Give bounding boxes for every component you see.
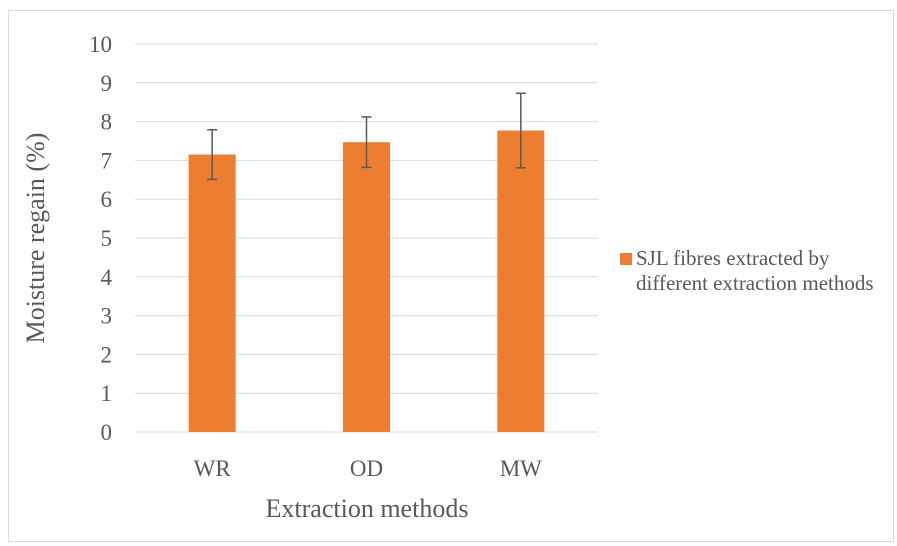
bars [188,130,545,433]
bar-od [343,142,390,432]
y-axis-title: Moisture regain (%) [21,133,50,344]
error-bar-wr [207,128,218,181]
y-tick-label: 2 [101,342,113,367]
y-tick-label: 9 [101,71,113,96]
y-tick-label: 6 [101,187,113,212]
error-bars [207,92,526,181]
legend-label: SJL fibres extracted by different extrac… [636,246,874,295]
error-bar-mw [515,92,526,169]
x-tick-label: MW [500,456,542,481]
y-tick-label: 1 [101,381,113,406]
legend-swatch [620,253,632,265]
x-tick-label: WR [194,456,232,481]
y-tick-label: 10 [89,32,112,57]
y-tick-label: 0 [101,420,113,445]
error-bar-od [361,116,372,169]
x-tick-label: OD [350,456,383,481]
y-tick-label: 7 [101,148,113,173]
legend: SJL fibres extracted by different extrac… [620,246,895,296]
y-tick-label: 4 [101,265,113,290]
x-tick-labels: WR OD MW [194,456,543,481]
bar-mw [497,130,545,433]
y-tick-label: 5 [101,226,113,251]
bar-wr [188,154,236,432]
chart-frame [8,10,894,542]
y-tick-label: 3 [101,304,113,329]
y-tick-labels: 0 1 2 3 4 5 6 7 8 9 10 [89,32,113,445]
x-axis-title: Extraction methods [266,494,469,523]
y-tick-label: 8 [101,110,113,135]
